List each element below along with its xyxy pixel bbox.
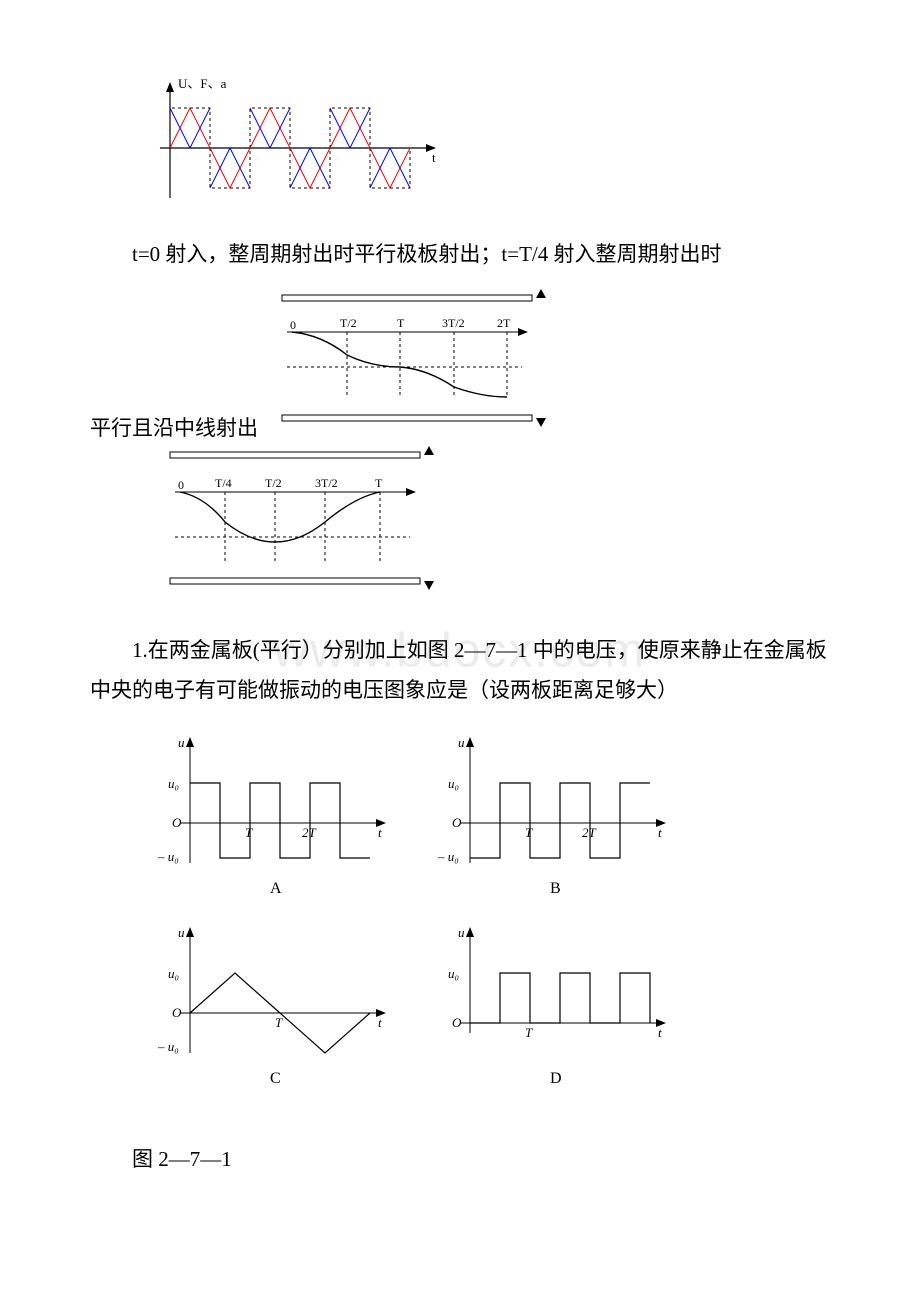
- chartA-T: T: [245, 825, 253, 840]
- chartC-u0: u₀: [168, 966, 179, 981]
- chartB-u0: u₀: [448, 776, 459, 791]
- chartD-O: O: [452, 1015, 462, 1030]
- chartA-2T: 2T: [302, 825, 317, 840]
- traj1-origin: 0: [290, 318, 296, 332]
- chartD-u: u: [458, 925, 465, 940]
- question-text: 1.在两金属板(平行）分别加上如图 2—7—1 中的电压，使原来静止在金属板中央…: [90, 631, 830, 711]
- traj2-origin: 0: [178, 478, 184, 492]
- paragraph-line-1b: 平行且沿中线射出: [90, 412, 258, 442]
- chartB-negu0: – u₀: [437, 849, 459, 864]
- chartC-t: t: [378, 1015, 382, 1030]
- traj2-tick-0: T/4: [215, 476, 232, 490]
- traj1-tick-2: 3T/2: [442, 316, 465, 330]
- chartD-T: T: [525, 1025, 533, 1040]
- label-D: D: [550, 1070, 562, 1087]
- traj1-tick-3: 2T: [497, 316, 511, 330]
- figure-caption: 图 2—7—1: [90, 1140, 830, 1180]
- figure-quad-options: u u₀ O – u₀ t T 2T A: [130, 723, 830, 1128]
- traj2-tick-1: T/2: [265, 476, 282, 490]
- axis-label-t: t: [432, 150, 436, 165]
- chartA-negu0: – u₀: [157, 849, 179, 864]
- chartB-O: O: [452, 815, 462, 830]
- axis-label-ufa: U、F、a: [178, 76, 227, 91]
- chartA-u0: u₀: [168, 776, 179, 791]
- chartC-O: O: [172, 1005, 182, 1020]
- label-C: C: [270, 1070, 281, 1087]
- chartB-T: T: [525, 825, 533, 840]
- figure-triangle-waves: U、F、a t: [150, 68, 830, 223]
- chartB-u: u: [458, 735, 465, 750]
- chartD-t: t: [658, 1025, 662, 1040]
- chartB-t: t: [658, 825, 662, 840]
- chartC-negu0: – u₀: [157, 1039, 179, 1054]
- paragraph-line-1: t=0 射入，整周期射出时平行极板射出；t=T/4 射入整周期射出时: [90, 235, 830, 275]
- chartB-2T: 2T: [582, 825, 597, 840]
- chartD-u0: u₀: [448, 966, 459, 981]
- chartC-T: T: [275, 1015, 283, 1030]
- label-B: B: [550, 880, 561, 897]
- chartA-O: O: [172, 815, 182, 830]
- label-A: A: [270, 880, 282, 897]
- chartA-t: t: [378, 825, 382, 840]
- traj2-tick-3: T: [375, 476, 383, 490]
- traj1-tick-0: T/2: [340, 316, 357, 330]
- traj1-tick-1: T: [397, 316, 405, 330]
- chartC-u: u: [178, 925, 185, 940]
- chartA-u: u: [178, 735, 185, 750]
- traj2-tick-2: 3T/2: [315, 476, 338, 490]
- figure-trajectory-1: 0 T/2 T 3T/2 2T: [262, 287, 552, 442]
- figure-trajectory-2: 0 T/4 T/2 3T/2 T: [150, 442, 830, 607]
